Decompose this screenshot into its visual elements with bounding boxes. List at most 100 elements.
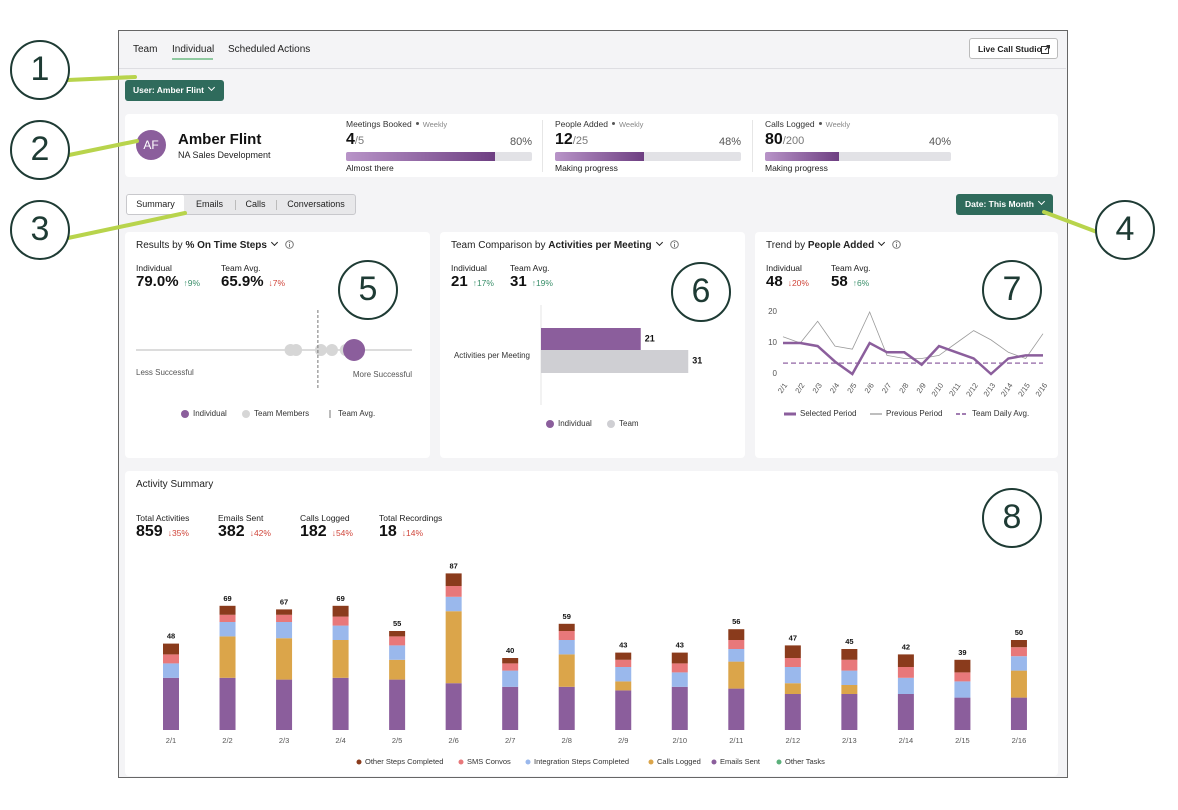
goal-divider [752, 120, 753, 172]
legend-label: Individual [558, 419, 592, 428]
bar-segment [558, 623, 575, 631]
stat-value: 18 [379, 523, 397, 540]
goal-status: Making progress [555, 163, 618, 173]
bar-segment [332, 677, 349, 730]
legend-swatch [356, 759, 362, 765]
legend-label: Team [619, 419, 639, 428]
bar-segment [502, 686, 519, 730]
nav-divider [119, 68, 1066, 69]
legend-swatch [546, 420, 554, 428]
view-tab[interactable]: Emails [195, 199, 223, 209]
bar-segment [1010, 697, 1027, 730]
stat-row: 48 ↓20% [766, 273, 809, 291]
legend-label: Team Daily Avg. [972, 409, 1029, 418]
bar-segment [1010, 640, 1027, 648]
goal-percent: 80% [509, 136, 532, 148]
bar-segment [558, 631, 575, 640]
x-tick-label: 2/11 [947, 381, 962, 398]
legend-swatch [181, 410, 189, 418]
stat-label: Team Avg. [510, 263, 550, 273]
nav-tab[interactable]: Team [133, 44, 158, 55]
bar-segment [841, 685, 858, 694]
bar-segment [332, 640, 349, 678]
nav-tab[interactable]: Scheduled Actions [228, 44, 311, 55]
goal-value-num: 4 [346, 131, 355, 148]
goal-value-num: 80 [765, 131, 783, 148]
panel-metric[interactable]: People Added [807, 240, 875, 251]
total-label: 69 [336, 594, 344, 603]
view-tab[interactable]: Conversations [287, 199, 345, 209]
goal-period: Weekly [825, 120, 851, 129]
date-button[interactable]: Date: This Month [956, 194, 1053, 215]
stat-change: ↓20% [787, 278, 809, 288]
stat-value: 58 [831, 273, 848, 290]
panel-metric[interactable]: % On Time Steps [185, 240, 267, 251]
panel-title-text: Activity Summary [136, 479, 214, 490]
view-tab[interactable]: Calls [245, 199, 266, 209]
nav-tab[interactable]: Individual [172, 44, 215, 55]
panel-title-text: Trend by [766, 240, 806, 251]
bar-segment [219, 605, 236, 615]
bar-segment [219, 677, 236, 730]
legend-label: Emails Sent [720, 757, 761, 766]
stat-value: 79.0% [136, 273, 179, 290]
stat: Total Recordings 18 ↓14% [379, 513, 442, 541]
legend-swatch [776, 759, 782, 765]
x-tick-label: 2/15 [1016, 381, 1032, 398]
bar-segment [163, 654, 179, 664]
legend-swatch [648, 759, 654, 765]
user-button[interactable]: User: Amber Flint [125, 80, 224, 101]
x-tick-label: 2/10 [672, 736, 687, 745]
goal-value: 4/5 [346, 131, 364, 149]
total-label: 56 [732, 617, 740, 626]
value-label: 31 [692, 355, 702, 365]
bar-segment [841, 649, 858, 660]
stat: Emails Sent 382 ↓42% [218, 513, 271, 541]
total-label: 55 [393, 619, 401, 628]
bar-segment [276, 609, 293, 615]
x-tick-label: 2/10 [930, 381, 946, 398]
bar-segment [728, 640, 745, 649]
bar-segment [219, 636, 236, 678]
total-label: 87 [449, 561, 457, 570]
bar-segment [615, 681, 632, 691]
stat-label: Calls Logged [300, 513, 350, 523]
bar-segment [784, 658, 801, 667]
legend-label: Selected Period [800, 409, 856, 418]
bar-segment [841, 659, 858, 671]
stat-row: 182 ↓54% [300, 523, 353, 541]
panel-title-text: Team Comparison by [451, 240, 546, 251]
x-tick-label: 2/4 [828, 381, 841, 395]
bar-segment [389, 679, 406, 730]
legend-label: Previous Period [886, 409, 942, 418]
y-tick-label: 0 [773, 369, 778, 378]
goal-period: Weekly [422, 120, 448, 129]
bar-segment [728, 649, 745, 662]
stat-row: 859 ↓35% [136, 523, 189, 541]
total-label: 40 [506, 646, 514, 655]
bar-segment [954, 697, 971, 730]
bar-segment [615, 659, 632, 667]
panel-metric[interactable]: Activities per Meeting [548, 240, 652, 251]
bar-segment [445, 596, 462, 612]
total-label: 47 [789, 633, 797, 642]
profile-card [125, 114, 1058, 177]
live-call-button[interactable]: Live Call Studio [969, 38, 1058, 59]
y-tick-label: 20 [768, 307, 777, 316]
stat: Team Avg. 65.9% ↓7% [221, 263, 285, 291]
goal-bar-fill [346, 152, 495, 161]
goal-value-num: 12 [555, 131, 573, 148]
external-icon [1041, 45, 1050, 54]
bar-segment [1010, 670, 1027, 698]
legend-swatch [242, 410, 250, 418]
x-tick-label: 2/12 [786, 736, 801, 745]
view-tab[interactable]: Summary [127, 195, 184, 214]
bar-segment [954, 659, 971, 673]
stat-label: Team Avg. [221, 263, 261, 273]
stat-change: ↑17% [472, 278, 494, 288]
goal-title: Calls Logged Weekly [765, 119, 850, 129]
stat-value: 48 [766, 273, 783, 290]
category-label: Activities per Meeting [454, 351, 530, 360]
stat-change: ↑9% [183, 278, 201, 288]
stat-change: ↑6% [852, 278, 870, 288]
